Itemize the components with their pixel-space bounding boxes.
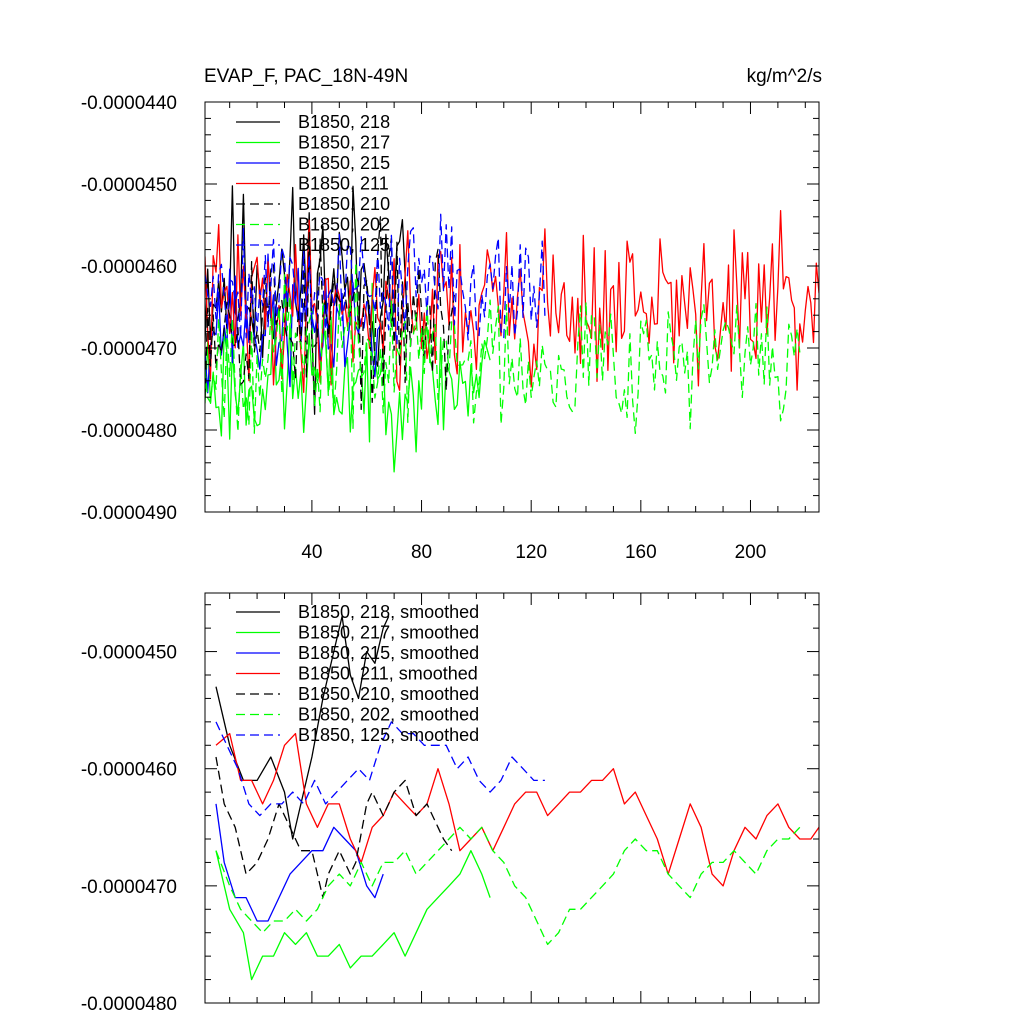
top-panel-units: kg/m^2/s <box>747 66 822 87</box>
y-tick-label: -0.0000450 <box>81 175 177 196</box>
legend-label: B1850, 125, smoothed <box>298 725 479 745</box>
series-line-3 <box>215 803 384 922</box>
legend-label: B1850, 217 <box>298 133 390 153</box>
legend-label: B1850, 211, smoothed <box>298 664 478 684</box>
x-tick-label: 80 <box>411 542 432 563</box>
y-tick-label: -0.0000470 <box>81 877 177 898</box>
series-line-5 <box>205 216 456 410</box>
series-line-2 <box>215 850 491 981</box>
top-panel: EVAP_F, PAC_18N-49N kg/m^2/s -0.0000440-… <box>81 66 822 563</box>
series-line-4 <box>215 732 819 887</box>
top-axis-ticks: -0.0000440 -0.0000450 -0.0000460 -0.0000470… <box>81 93 819 563</box>
legend-label: B1850, 218, smoothed <box>298 602 479 622</box>
y-tick-label: -0.0000440 <box>81 93 177 114</box>
bottom-axis-ticks: -0.0000450 -0.0000460 -0.0000470 -0.0000480 <box>81 593 819 1015</box>
legend-label: B1850, 202 <box>298 215 390 235</box>
series-line-1 <box>215 615 390 840</box>
legend-label: B1850, 125 <box>298 235 390 255</box>
series-line-2 <box>205 282 491 473</box>
series-line-7 <box>215 721 545 817</box>
y-tick-label: -0.0000450 <box>81 643 177 664</box>
legend-label: B1850, 217, smoothed <box>298 623 479 643</box>
y-tick-label: -0.0000480 <box>81 994 177 1015</box>
top-panel-title: EVAP_F, PAC_18N-49N <box>204 66 408 87</box>
legend-label: B1850, 218 <box>298 112 390 132</box>
legend-label: B1850, 215 <box>298 153 390 173</box>
y-tick-label: -0.0000460 <box>81 760 177 781</box>
legend-label: B1850, 215, smoothed <box>298 643 479 663</box>
legend-label: B1850, 210 <box>298 194 390 214</box>
legend-label: B1850, 210, smoothed <box>298 684 479 704</box>
x-tick-label: 200 <box>735 542 767 563</box>
series-line-7 <box>205 213 546 346</box>
legend-label: B1850, 202, smoothed <box>298 705 479 725</box>
bottom-panel: -0.0000450 -0.0000460 -0.0000470 -0.0000480… <box>81 592 820 1015</box>
bottom-series-group <box>215 615 819 981</box>
legend-label: B1850, 211 <box>298 174 389 194</box>
x-tick-label: 120 <box>515 542 547 563</box>
series-line-5 <box>215 756 453 899</box>
top-plot-frame <box>204 101 820 513</box>
top-series-group <box>205 185 819 473</box>
y-tick-label: -0.0000480 <box>81 421 177 442</box>
y-tick-label: -0.0000470 <box>81 339 177 360</box>
x-tick-label: 160 <box>625 542 657 563</box>
x-tick-label: 40 <box>301 542 322 563</box>
bottom-plot-frame <box>204 592 820 1004</box>
series-line-6 <box>205 261 801 435</box>
y-tick-label: -0.0000460 <box>81 257 177 278</box>
y-tick-label: -0.0000490 <box>81 503 177 524</box>
series-line-6 <box>215 826 801 946</box>
